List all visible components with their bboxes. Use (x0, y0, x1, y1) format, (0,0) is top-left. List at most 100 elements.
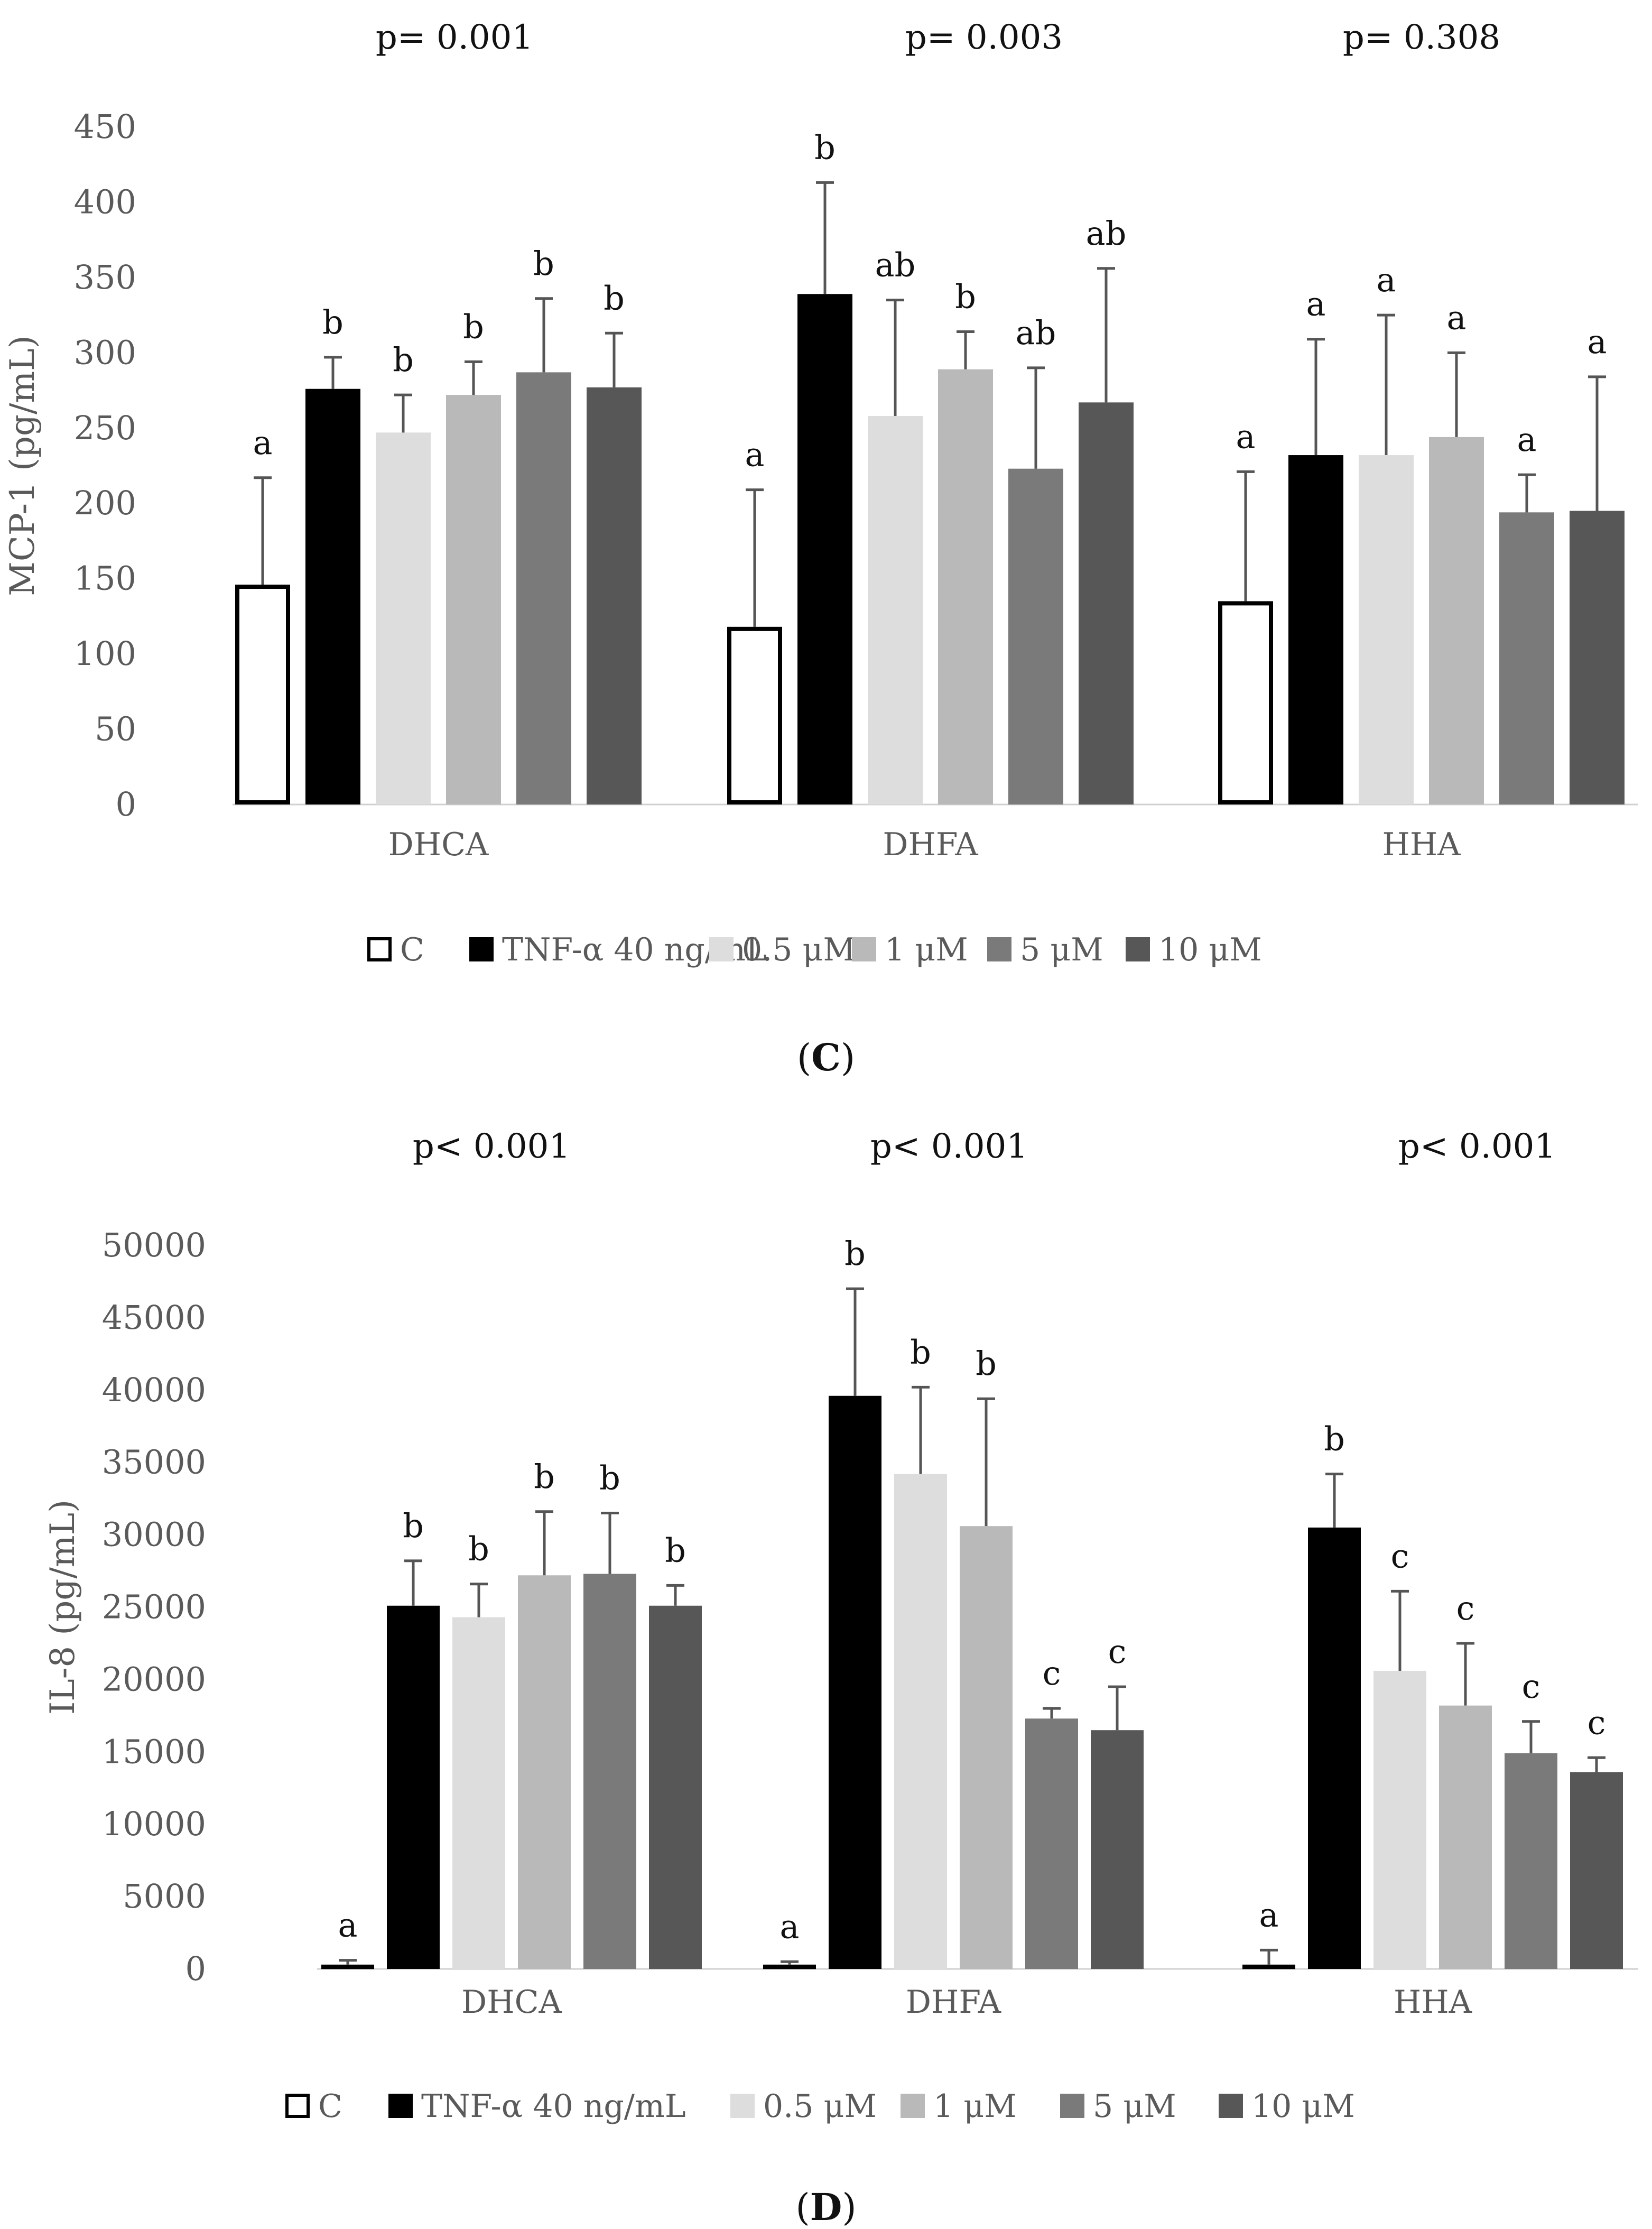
y-tick-label: 10000 (102, 1805, 206, 1843)
legend-swatch-4 (1060, 2094, 1084, 2118)
bar-dhca-2 (452, 1617, 505, 1969)
legend-label: 0.5 μM (763, 2088, 877, 2125)
significance-letter: c (1522, 1667, 1540, 1706)
significance-letter: b (814, 128, 836, 167)
y-axis-label: IL-8 (pg/mL) (43, 1500, 82, 1715)
significance-letter: a (1517, 420, 1537, 459)
significance-letter: a (745, 436, 765, 474)
legend-swatch-0 (367, 937, 392, 961)
y-tick-label: 300 (74, 333, 136, 372)
significance-letter: a (1259, 1895, 1279, 1934)
y-tick-label: 350 (74, 258, 136, 297)
bar-hha-2 (1373, 1670, 1426, 1969)
legend-swatch-4 (987, 937, 1011, 961)
significance-letter: b (665, 1531, 686, 1569)
significance-letter: b (599, 1459, 620, 1497)
category-label: DHFA (906, 1984, 1001, 2021)
significance-letter: a (338, 1906, 358, 1945)
bar-dhfa-3 (960, 1526, 1013, 1969)
significance-letter: ab (1016, 313, 1056, 352)
significance-letter: b (403, 1506, 424, 1545)
significance-letter: b (1324, 1420, 1345, 1458)
legend-swatch-3 (852, 937, 876, 961)
bar-dhca-0 (235, 585, 290, 805)
y-tick-label: 20000 (102, 1660, 206, 1698)
bar-dhfa-5 (1091, 1730, 1144, 1969)
bar-hha-5 (1570, 1772, 1623, 1969)
bar-dhfa-1 (829, 1395, 881, 1969)
bar-hha-4 (1505, 1753, 1557, 1969)
y-tick-label: 25000 (102, 1588, 206, 1626)
bar-dhca-2 (376, 432, 431, 804)
p-value-label: p< 0.001 (413, 1127, 570, 1166)
p-value-label: p< 0.001 (1398, 1127, 1556, 1166)
chart-il8: 0 5000 10000 15000 20000 25000 30000 35000 40000… (43, 1127, 1638, 2229)
legend-swatch-3 (901, 2094, 925, 2118)
bar-dhca-3 (446, 395, 501, 804)
y-tick-label: 450 (74, 107, 136, 146)
bar-dhfa-0 (727, 626, 782, 804)
bar-dhca-1 (305, 389, 360, 804)
y-tick-label: 40000 (102, 1371, 206, 1409)
bar-dhca-4 (583, 1574, 636, 1969)
legend-label: 5 μM (1020, 931, 1103, 968)
bar-hha-5 (1570, 511, 1625, 804)
significance-letter: c (1391, 1537, 1409, 1575)
bar-hha-1 (1308, 1527, 1361, 1969)
p-value-label: p< 0.001 (870, 1127, 1028, 1166)
panel-label: (D) (795, 2185, 856, 2229)
bar-dhca-5 (587, 387, 642, 804)
bar-hha-2 (1359, 455, 1414, 804)
p-value-label: p= 0.003 (905, 18, 1063, 57)
legend-swatch-5 (1126, 937, 1150, 961)
legend-label: 5 μM (1093, 2088, 1176, 2125)
legend-swatch-5 (1219, 2094, 1243, 2118)
significance-letter: ab (875, 246, 916, 284)
significance-letter: a (1447, 298, 1467, 337)
significance-letter: a (780, 1907, 800, 1946)
bar-hha-3 (1439, 1705, 1492, 1969)
y-tick-label: 0 (116, 785, 136, 824)
y-tick-label: 5000 (123, 1877, 206, 1916)
significance-letter: b (468, 1530, 489, 1568)
legend-swatch-1 (388, 2094, 413, 2118)
legend-swatch-1 (469, 937, 494, 961)
legend-label: C (400, 931, 424, 968)
bar-dhfa-5 (1079, 402, 1134, 804)
category-label: DHCA (461, 1984, 562, 2021)
significance-letter: a (253, 423, 273, 462)
bar-hha-3 (1429, 437, 1484, 804)
bar-hha-0 (1218, 601, 1273, 805)
significance-letter: c (1108, 1632, 1127, 1671)
y-tick-label: 400 (74, 182, 136, 221)
significance-letter: a (1377, 261, 1396, 299)
significance-letter: b (393, 340, 414, 379)
y-tick-label: 30000 (102, 1515, 206, 1554)
bar-dhfa-2 (894, 1474, 947, 1969)
legend-label: TNF-α 40 ng/mL (421, 2088, 686, 2125)
legend-swatch-2 (730, 2094, 755, 2118)
y-axis-label: MCP-1 (pg/mL) (3, 335, 42, 596)
significance-letter: b (955, 277, 976, 316)
bar-hha-1 (1288, 455, 1343, 804)
y-tick-label: 45000 (102, 1298, 206, 1337)
bar-dhfa-4 (1008, 468, 1063, 804)
category-label: HHA (1382, 826, 1461, 863)
y-tick-label: 50000 (102, 1226, 206, 1264)
significance-letter: b (910, 1333, 931, 1371)
y-tick-label: 150 (74, 559, 136, 598)
y-tick-label: 200 (74, 484, 136, 522)
significance-letter: ab (1086, 214, 1127, 253)
y-tick-label: 15000 (102, 1732, 206, 1771)
bar-dhca-4 (516, 372, 571, 804)
legend-label: 1 μM (885, 931, 968, 968)
chart-mcp1: 0 50 100 150 200 250 300 350 400 450 MCP-1 (pg/mL)… (3, 18, 1638, 1079)
p-value-label: p= 0.001 (376, 18, 533, 57)
bar-dhfa-3 (938, 369, 993, 804)
significance-letter: c (1456, 1589, 1475, 1627)
significance-letter: b (533, 244, 554, 283)
legend-label: 0.5 μM (742, 931, 856, 968)
legend-label: C (318, 2088, 342, 2125)
significance-letter: c (1588, 1703, 1606, 1742)
